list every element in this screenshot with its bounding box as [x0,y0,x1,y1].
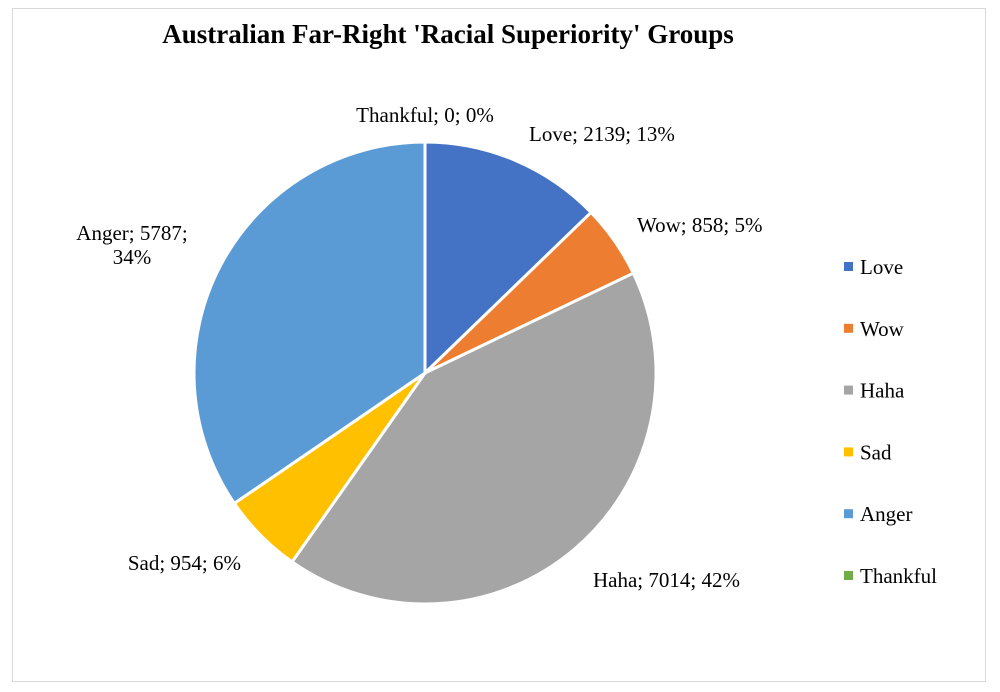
legend-label-wow: Wow [860,317,905,341]
pie-slice-haha [290,271,658,606]
data-label-thankful: Thankful; 0; 0% [356,103,494,127]
pie-slices [192,140,658,606]
legend-swatch-thankful [844,571,853,580]
legend-swatch-love [844,262,853,271]
legend-label-thankful: Thankful [860,564,937,588]
legend-swatch-anger [844,509,853,519]
data-labels: Love; 2139; 13% Wow; 858; 5% Haha; 7014; 4… [76,103,762,592]
data-label-line: Wow; 858; 5% [637,213,762,237]
data-label-line: Haha; 7014; 42% [593,568,740,592]
data-label-haha: Haha; 7014; 42% [593,568,740,592]
legend-label-anger: Anger [860,502,912,526]
legend-label-sad: Sad [860,440,892,464]
pie-slice-anger [192,140,427,505]
legend-swatch-wow [844,323,853,333]
legend-label-love: Love [860,255,903,279]
data-label-anger: Anger; 5787; 34% [76,221,187,269]
data-label-line: Anger; 5787; [76,221,187,245]
pie-slice-love [423,140,593,375]
chart-title: Australian Far-Right 'Racial Superiority… [162,19,734,49]
data-label-line: 34% [113,245,152,269]
data-label-line: Sad; 954; 6% [128,551,241,575]
legend: Love Wow Haha Sad Anger Thankful [844,255,937,588]
data-label-love: Love; 2139; 13% [529,122,675,146]
data-label-line: Love; 2139; 13% [529,122,675,146]
legend-swatch-haha [844,385,853,395]
data-label-line: Thankful; 0; 0% [356,103,494,127]
data-label-sad: Sad; 954; 6% [128,551,241,575]
legend-label-haha: Haha [860,379,905,403]
data-label-wow: Wow; 858; 5% [637,213,762,237]
legend-swatch-sad [844,447,853,457]
